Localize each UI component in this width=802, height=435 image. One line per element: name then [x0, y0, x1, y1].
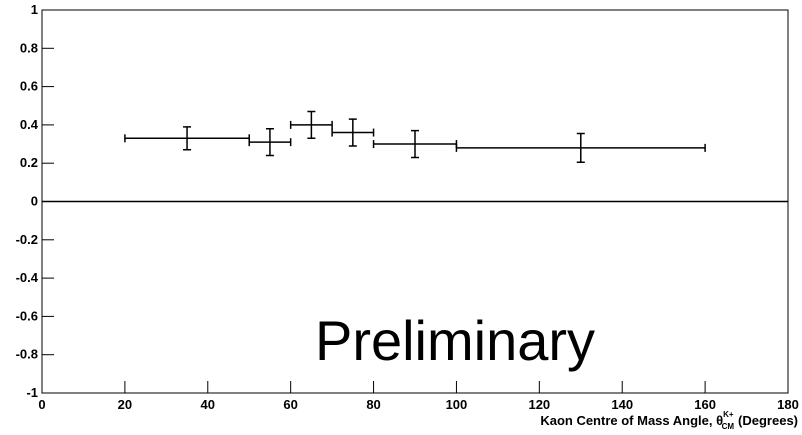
y-tick-label: -1: [26, 385, 38, 400]
y-error-bar: [265, 127, 274, 157]
y-tick-label: 0.2: [20, 155, 38, 170]
x-label-unit: (Degrees): [738, 413, 798, 428]
y-error-bar: [576, 132, 585, 163]
x-tick-label: 180: [777, 397, 799, 412]
x-label-main: Kaon Centre of Mass Angle, θ: [540, 413, 723, 428]
x-tick-label: 60: [283, 397, 297, 412]
x-tick-label: 120: [528, 397, 550, 412]
y-tick-label: -0.8: [16, 347, 38, 362]
x-axis-label: Kaon Centre of Mass Angle, θK+ CM (Degrees…: [540, 410, 798, 431]
x-tick-label: 100: [446, 397, 468, 412]
y-tick-label: 0: [31, 194, 38, 209]
y-error-bar: [183, 126, 192, 151]
x-tick-label: 160: [694, 397, 716, 412]
x-tick-label: 140: [611, 397, 633, 412]
y-tick-label: -0.2: [16, 232, 38, 247]
y-tick-label: 1: [31, 2, 38, 17]
annotation: Preliminary: [315, 309, 595, 372]
x-tick-label: 80: [366, 397, 380, 412]
y-tick-label: -0.6: [16, 308, 38, 323]
x-tick-label: 20: [118, 397, 132, 412]
y-tick-label: 0.6: [20, 79, 38, 94]
y-error-bar: [348, 118, 357, 147]
x-label-sub: CM: [722, 422, 735, 431]
y-tick-label: 0.4: [20, 117, 39, 132]
y-error-bar: [307, 110, 316, 140]
y-error-bar: [411, 129, 419, 159]
y-tick-label: 0.8: [20, 40, 38, 55]
y-tick-label: -0.4: [16, 270, 39, 285]
x-tick-label: 0: [38, 397, 45, 412]
x-label-sup: K+: [723, 410, 734, 419]
x-tick-label: 40: [201, 397, 215, 412]
